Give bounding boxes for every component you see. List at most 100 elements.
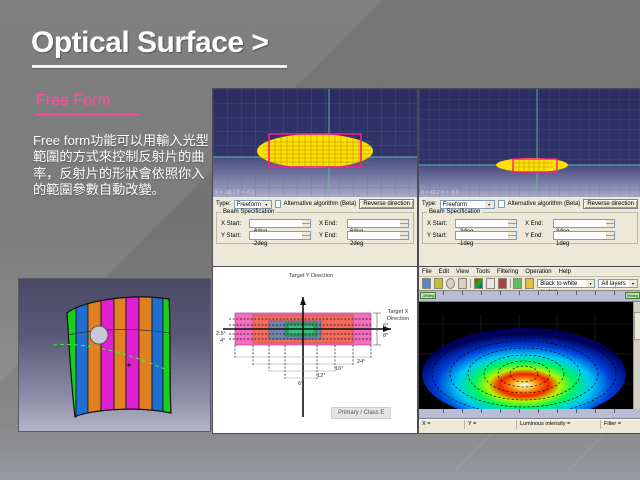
angle-label-16: 16° (335, 366, 344, 372)
cad-left-type-combo[interactable]: Freeform ▾ (233, 199, 272, 209)
spinner-icon[interactable] (605, 232, 614, 239)
page-title: Optical Surface > (31, 26, 269, 59)
body-paragraph: Free form功能可以用輸入光型範圍的方式來控制反射片的曲率，反射片的形狀會… (33, 133, 209, 198)
photometric-toolbar[interactable]: Black to white (color) ▾ All layers ▾ (419, 277, 640, 296)
bulb-icon[interactable] (525, 278, 535, 289)
photometric-bottom-ruler[interactable] (419, 409, 640, 419)
status-x: X = (419, 420, 465, 429)
cad-right-alt-algorithm-checkbox[interactable] (497, 200, 505, 208)
zoom-icon[interactable] (445, 278, 455, 289)
cad-left-x-start-input[interactable]: -6deg (249, 219, 311, 235)
cad-right-type-combo[interactable]: Freeform ▾ (439, 199, 495, 209)
cad-left-y-end-input[interactable]: 2deg (347, 231, 409, 247)
title-underline (32, 65, 287, 68)
spinner-icon[interactable] (399, 232, 408, 239)
photometric-contour-svg (419, 302, 640, 409)
primary-class-e-button[interactable]: Primary / Class E (331, 407, 392, 419)
cad-right-x-end-input[interactable]: 3deg (553, 219, 615, 235)
cad-right-y-start-input[interactable]: -1deg (455, 231, 517, 247)
cad-left-y-start-value: -2deg (252, 241, 268, 247)
toolbar-separator (469, 279, 471, 288)
menu-item-view[interactable]: View (456, 268, 469, 275)
menu-item-tools[interactable]: Tools (475, 268, 490, 275)
cad-right-y-end-label: Y End: (525, 232, 543, 239)
cad-left-y-start-label: Y Start: (221, 232, 241, 239)
grid-icon[interactable] (485, 278, 495, 289)
subtitle-underline (36, 114, 139, 115)
status-y: Y = (465, 420, 517, 429)
menu-item-filtering[interactable]: Filtering (496, 268, 519, 275)
cad-right-reverse-direction-button[interactable]: Reverse direction (583, 199, 638, 209)
cad-right-y-end-value: 1deg (556, 241, 570, 247)
cad-left-x-start-label: X Start: (221, 220, 242, 227)
cad-left-group-label: Beam Specification (221, 209, 277, 215)
save-icon[interactable] (433, 278, 443, 289)
toolbar-separator (509, 279, 511, 288)
cad-right-viewport[interactable]: X = 40.2 Y = -9.0 (419, 89, 640, 197)
cad-left-form[interactable]: Type: Freeform ▾ Alternative algorithm (… (213, 197, 417, 247)
cad-left-type-label: Type: (216, 201, 231, 207)
spinner-icon[interactable] (605, 220, 614, 227)
beam-diagram-svg (223, 297, 391, 417)
spinner-icon[interactable] (507, 232, 516, 239)
cad-right-y-end-input[interactable]: 1deg (553, 231, 615, 247)
cad-left-alt-algorithm-checkbox[interactable] (274, 200, 281, 208)
cad-right-group-label: Beam Specification (427, 209, 483, 215)
cad-left-alt-algorithm-label: Alternative algorithm (Beta) (283, 201, 357, 207)
photometric-plot[interactable] (419, 302, 640, 409)
layers-value: All layers (601, 281, 626, 287)
cad-left-viewport[interactable]: X = -18.1 Y = -6.9 (213, 89, 417, 197)
cad-left-x-end-input[interactable]: 6deg (347, 219, 409, 235)
spinner-icon[interactable] (507, 220, 516, 227)
cad-right-beam-specification-group: Beam Specification X Start: -3deg X End:… (422, 209, 638, 247)
fit-icon[interactable] (457, 278, 467, 289)
cad-left-panel[interactable]: X = -18.1 Y = -6.9 Type: Freeform ▾ Alte… (212, 88, 418, 268)
cad-right-alt-algorithm-label: Alternative algorithm (Beta) (507, 201, 581, 207)
scrollbar-thumb[interactable] (634, 312, 640, 340)
cad-right-coordinate-readout: X = 40.2 Y = -9.0 (421, 190, 459, 196)
cad-left-x-end-label: X End: (319, 220, 338, 227)
spinner-icon[interactable] (301, 220, 310, 227)
open-icon[interactable] (422, 278, 431, 289)
spinner-icon[interactable] (301, 232, 310, 239)
menu-item-file[interactable]: File (422, 268, 432, 275)
spinner-icon[interactable] (399, 220, 408, 227)
menu-item-operation[interactable]: Operation (525, 268, 552, 275)
cad-right-y-start-label: Y Start: (427, 232, 447, 239)
photometric-horizontal-ruler[interactable]: -59deg 59deg (419, 291, 640, 302)
cad-right-panel[interactable]: X = 40.2 Y = -9.0 Type: Freeform ▾ Alter… (418, 88, 640, 268)
beam-diagram-panel[interactable]: Target Y Direction Target X Direction 2.… (212, 266, 418, 434)
photometric-vertical-scrollbar[interactable] (633, 302, 640, 409)
menu-item-help[interactable]: Help (558, 268, 571, 275)
cad-left-type-value: Freeform (236, 201, 262, 208)
chevron-down-icon[interactable]: ▾ (260, 200, 271, 208)
layers-combo[interactable]: All layers ▾ (598, 279, 639, 288)
layers-icon[interactable] (497, 278, 507, 289)
ruler-left-marker[interactable]: -59deg (420, 292, 437, 299)
photometric-viewer-panel[interactable]: File Edit View Tools Filtering Operation… (418, 266, 640, 434)
colormap-combo[interactable]: Black to white (color) ▾ (537, 279, 596, 296)
beam-diagram-y-axis-label: Target Y Direction (288, 273, 334, 279)
cad-right-x-start-label: X Start: (427, 220, 448, 227)
chart-icon[interactable] (513, 278, 523, 289)
subtitle: Free Form (36, 92, 111, 109)
angle-label-6-bottom: 6° (298, 381, 304, 387)
ruler-right-marker[interactable]: 59deg (624, 292, 640, 299)
cad-left-coordinate-readout: X = -18.1 Y = -6.9 (215, 190, 255, 196)
cad-left-y-start-input[interactable]: -2deg (249, 231, 311, 247)
status-filter: Filter = (604, 421, 621, 427)
chevron-down-icon[interactable]: ▾ (483, 200, 494, 208)
photometric-menubar[interactable]: File Edit View Tools Filtering Operation… (419, 267, 640, 277)
menu-item-edit[interactable]: Edit (438, 268, 450, 275)
cad-right-type-value: Freeform (442, 201, 468, 208)
cad-right-x-end-label: X End: (525, 220, 544, 227)
chevron-down-icon[interactable]: ▾ (628, 280, 638, 287)
cad-right-x-start-input[interactable]: -3deg (455, 219, 517, 235)
photometric-statusbar: X = Y = Luminous intensity = Filter = (419, 419, 640, 429)
cad-right-form[interactable]: Type: Freeform ▾ Alternative algorithm (… (419, 197, 640, 247)
colormap-icon[interactable] (473, 278, 483, 289)
chevron-down-icon[interactable]: ▾ (585, 280, 595, 287)
beam-diagram-x-axis-label: Target X Direction (386, 309, 410, 322)
cad-left-reverse-direction-button[interactable]: Reverse direction (359, 199, 414, 209)
